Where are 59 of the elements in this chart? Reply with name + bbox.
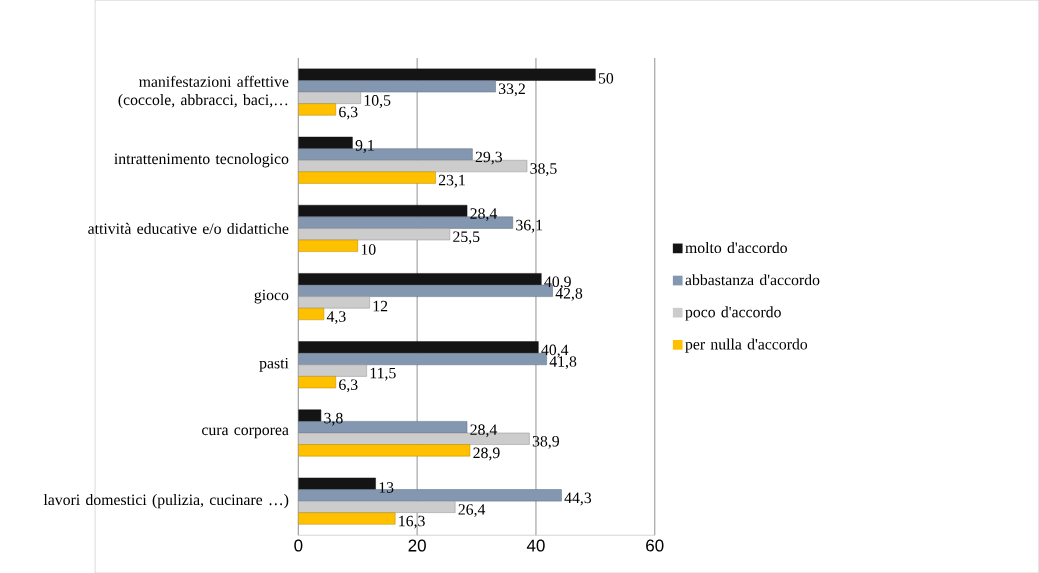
legend-label: molto d'accordo	[685, 241, 787, 253]
x-tick-label: 0	[294, 539, 303, 552]
data-label: 33,2	[498, 83, 525, 97]
data-label: 29,3	[475, 151, 503, 165]
bar	[298, 68, 596, 81]
bar	[298, 477, 376, 490]
data-label: 11,5	[370, 367, 396, 381]
data-label: 40,4	[541, 344, 569, 358]
bar	[298, 136, 353, 149]
bar	[298, 273, 542, 286]
x-tick-label: 20	[408, 539, 426, 552]
bar	[298, 364, 367, 377]
bar	[298, 296, 370, 309]
data-label: 6,3	[339, 379, 358, 393]
data-label: 10,5	[364, 94, 391, 108]
y-tick-label: gioco	[254, 289, 289, 304]
data-label: 38,5	[530, 163, 557, 177]
bar	[298, 341, 539, 354]
data-label: 38,9	[532, 435, 559, 449]
data-label: 28,9	[473, 447, 500, 461]
data-label: 41,8	[549, 356, 577, 369]
data-label: 13	[379, 482, 394, 493]
y-tick-label: manifestazioni affettive (coccole, abbracci, baci,…	[118, 75, 289, 109]
data-label: 50	[598, 72, 614, 84]
data-label: 40,9	[544, 276, 571, 290]
data-label: 28,4	[470, 208, 498, 222]
data-label: 23,1	[438, 174, 465, 188]
y-tick-label: cura corporea	[202, 427, 289, 439]
bar	[298, 409, 322, 422]
y-tick-label: intrattenimento tecnologico	[114, 152, 289, 168]
data-label: 9,1	[355, 139, 374, 153]
data-label: 3,8	[324, 412, 343, 426]
legend-label: abbastanza d'accordo	[685, 274, 820, 286]
y-tick-label: pasti	[259, 357, 289, 372]
data-label: 16,3	[399, 515, 425, 529]
bar	[298, 91, 361, 104]
bar	[298, 500, 456, 513]
legend-label: per nulla d'accordo	[685, 338, 808, 353]
data-label: 42,8	[555, 287, 583, 301]
x-tick-label: 60	[646, 539, 664, 552]
bar	[298, 444, 471, 457]
bar	[298, 228, 451, 241]
data-label: 12	[373, 300, 388, 312]
x-tick-label: 40	[526, 539, 545, 552]
bar	[298, 512, 396, 525]
data-label: 6,3	[339, 106, 358, 120]
y-tick-label: attività educative e/o didattiche	[88, 222, 289, 234]
legend-label: poco d'accordo	[685, 306, 781, 321]
bar	[298, 103, 337, 116]
bar	[298, 204, 468, 217]
data-label: 10	[361, 244, 376, 255]
bar	[298, 171, 436, 184]
y-tick-label: lavori domestici (pulizia, cucinare …)	[43, 493, 289, 509]
data-label: 36,1	[516, 219, 543, 233]
data-label: 28,4	[470, 424, 498, 438]
data-label: 25,5	[453, 231, 480, 245]
data-label: 44,3	[564, 492, 592, 506]
data-label: 4,3	[326, 311, 346, 324]
data-label: 26,4	[458, 504, 486, 517]
